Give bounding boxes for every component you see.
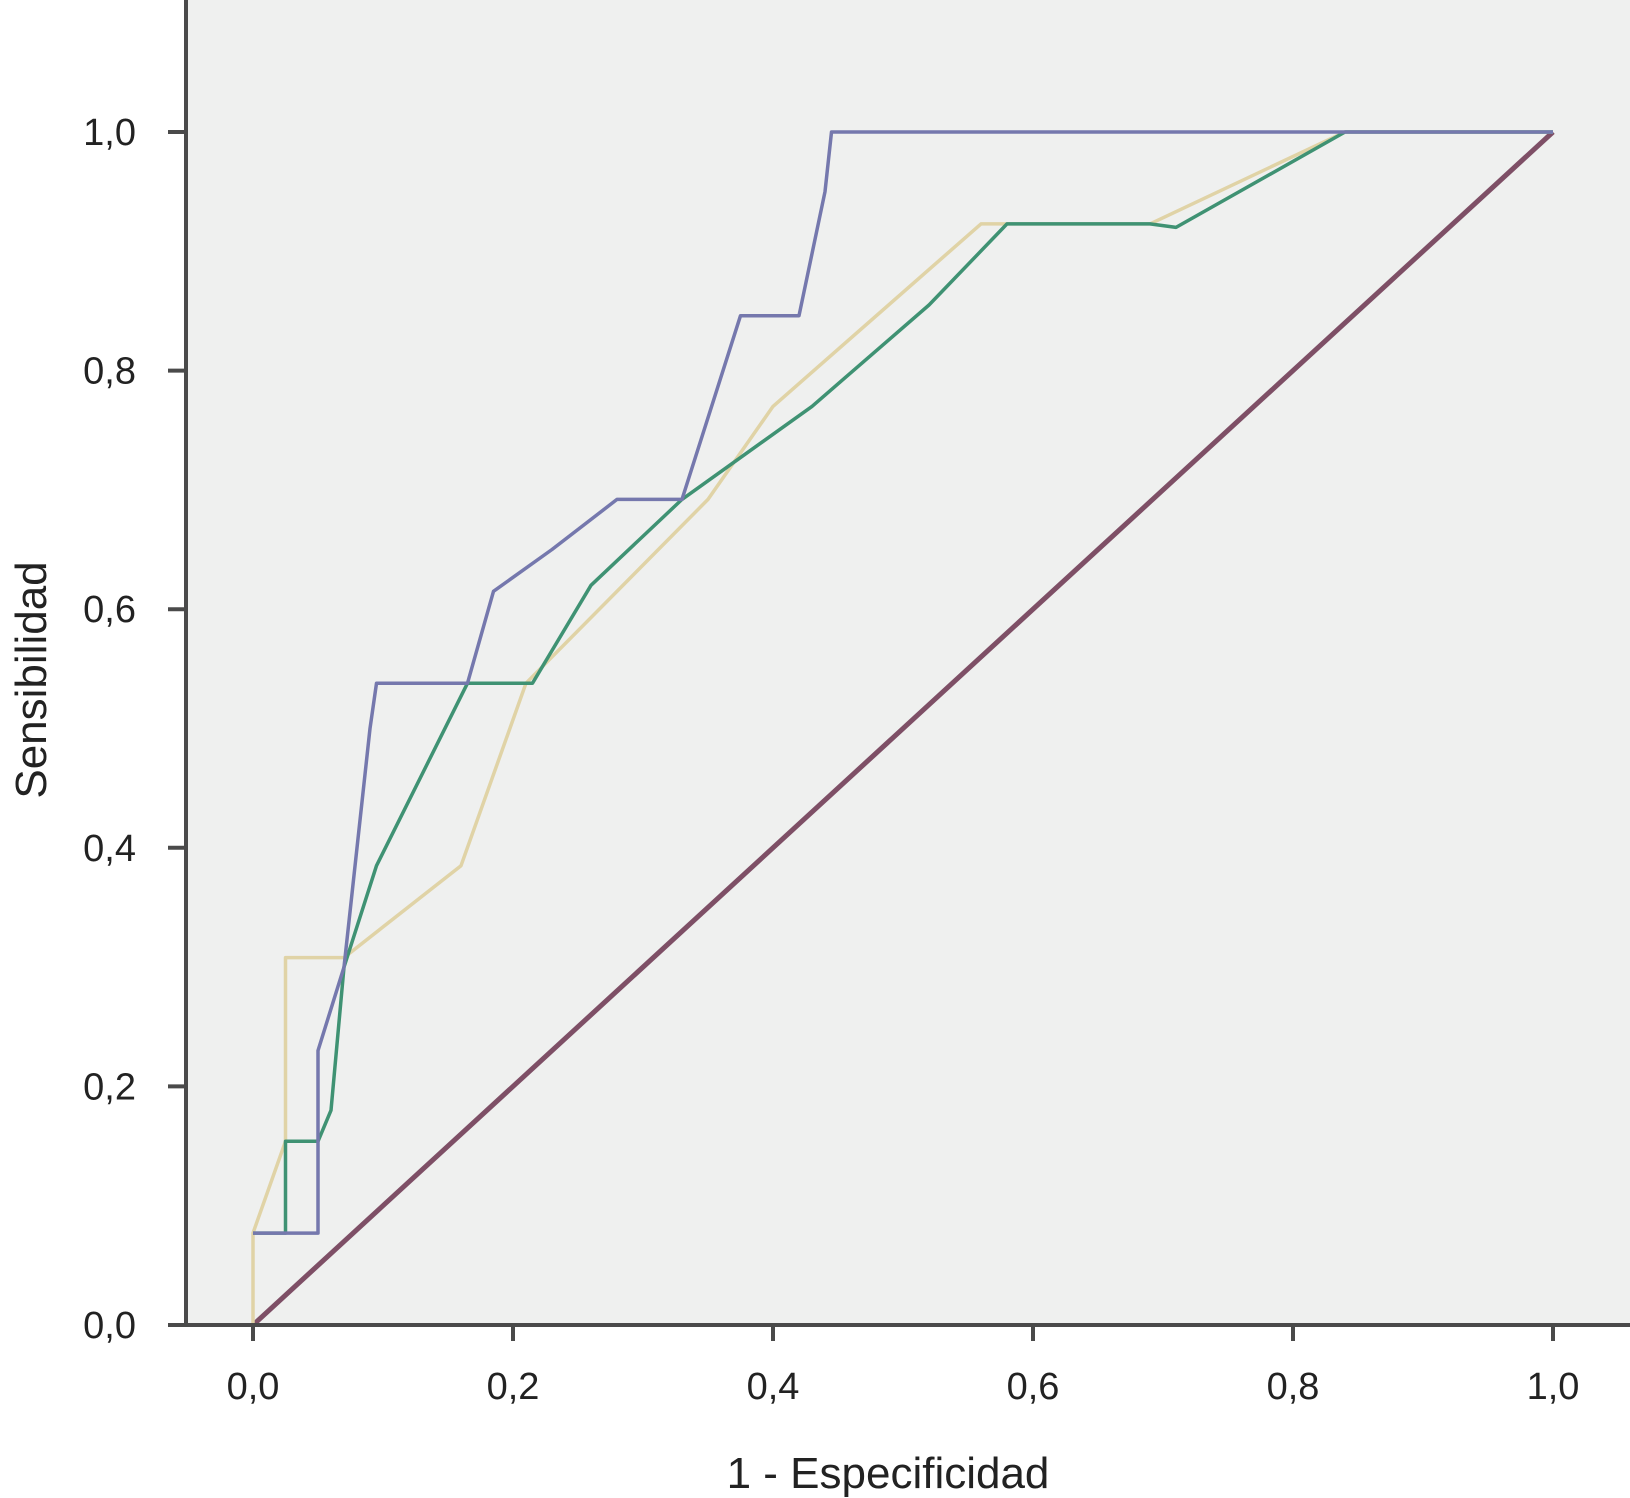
x-axis-title: 1 - Especificidad	[727, 1449, 1050, 1498]
plot-frame	[184, 0, 1630, 1327]
y-axis-ticks: 0,0 0,2 0,4 0,6 0,8 1,0	[83, 112, 186, 1347]
x-tick-label: 0,6	[1007, 1366, 1060, 1408]
series-layer	[251, 130, 1555, 1327]
x-tick-label: 1,0	[1527, 1366, 1580, 1408]
roc-curve-2	[253, 130, 1553, 1235]
x-tick-label: 0,4	[747, 1366, 800, 1408]
roc-curve-1	[253, 130, 1553, 1235]
x-tick-label: 0,2	[487, 1366, 540, 1408]
x-tick-label: 0,8	[1267, 1366, 1320, 1408]
plot-background	[185, 0, 1630, 1325]
y-tick-label: 0,6	[83, 589, 136, 631]
y-tick-label: 0,2	[83, 1066, 136, 1108]
y-tick-label: 0,0	[83, 1305, 136, 1347]
y-axis-title: Sensibilidad	[7, 561, 56, 798]
x-axis-ticks: 0,0 0,2 0,4 0,6 0,8 1,0	[227, 1325, 1580, 1408]
y-tick-label: 1,0	[83, 112, 136, 154]
x-tick-label: 0,0	[227, 1366, 280, 1408]
roc-curve-4	[251, 130, 1555, 1327]
y-tick-label: 0,8	[83, 351, 136, 393]
y-tick-label: 0,4	[83, 828, 136, 870]
